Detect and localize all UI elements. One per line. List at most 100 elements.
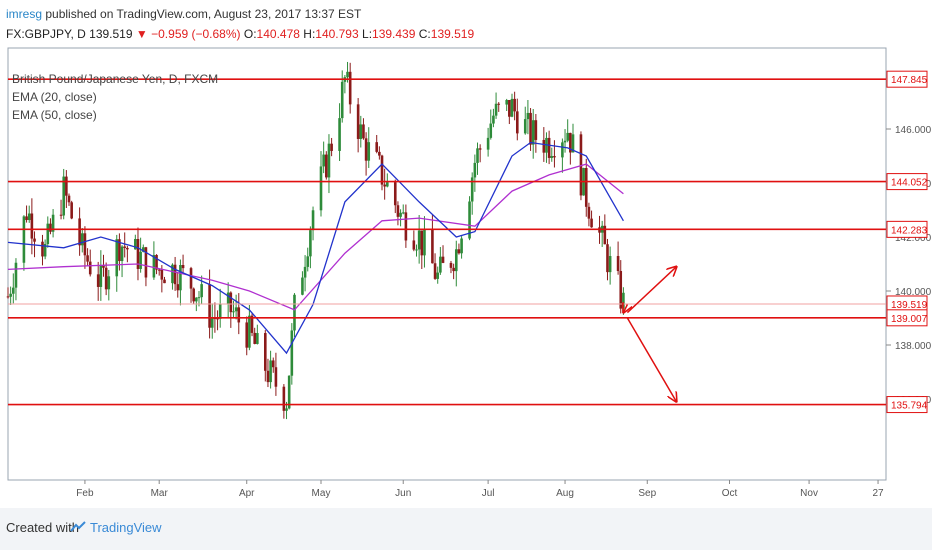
candle-body (232, 311, 235, 313)
candle-body (476, 148, 479, 163)
candle-body (171, 264, 174, 284)
candle-body (59, 214, 63, 216)
candle-body (189, 268, 193, 289)
projection-arrow (626, 267, 676, 314)
candle-body (141, 247, 145, 252)
y-tick-label: 140.000 (895, 287, 932, 298)
candle-body (200, 284, 203, 298)
candle-body (229, 292, 233, 313)
x-tick-label: Nov (800, 488, 818, 499)
candle-body (619, 271, 623, 309)
candle-body (115, 239, 119, 277)
candle-body (86, 255, 89, 262)
candle-body (46, 223, 50, 245)
candle-body (346, 71, 349, 78)
candle-body (78, 218, 81, 246)
x-tick-label: Feb (76, 488, 94, 499)
candle-body (250, 315, 254, 333)
candle-body (136, 238, 140, 269)
candle-body (423, 229, 426, 256)
x-tick-label: Aug (556, 488, 574, 499)
symbol-line: FX:GBPJPY, D 139.519 ▼ −0.959 (−0.68%) O… (6, 27, 474, 41)
candle-body (486, 137, 490, 150)
candle-body (208, 284, 211, 328)
candle-body (41, 241, 44, 257)
candle-body (152, 254, 156, 278)
price-label: 139.007 (891, 314, 928, 325)
candle-body (290, 330, 294, 376)
candle-body (311, 210, 315, 231)
candle-body (226, 292, 230, 304)
candle-body (431, 229, 434, 264)
x-tick-label: Oct (722, 488, 738, 499)
price-label: 139.519 (891, 300, 928, 311)
candle-body (340, 81, 344, 119)
tradingview-logo-icon (70, 521, 86, 532)
candle-body (271, 360, 275, 368)
candle-body (375, 142, 379, 152)
candle-body (608, 256, 612, 273)
candle-body (176, 284, 180, 291)
candle-body (160, 269, 164, 280)
candle-body (531, 120, 535, 145)
price-chart[interactable]: 146.000144.000142.000140.000138.000136.0… (0, 0, 932, 508)
candle-body (526, 112, 530, 120)
candle-body (282, 386, 286, 411)
price-label-box (886, 70, 928, 88)
candle-body (510, 98, 514, 117)
candle-body (449, 262, 453, 268)
price-label: 147.845 (891, 75, 928, 86)
candle-body (25, 216, 28, 221)
candle-body (401, 212, 405, 214)
candle-body (285, 408, 288, 411)
tradingview-brand[interactable]: TradingView (90, 520, 162, 535)
candle-body (88, 261, 92, 275)
candle-body (195, 297, 198, 302)
candle-body (383, 184, 386, 187)
candle-body (417, 230, 421, 250)
chart-legend: British Pound/Japanese Yen, D, FXCM EMA … (12, 70, 218, 124)
candle-body (123, 246, 127, 248)
candle-body (22, 216, 26, 263)
candle-body (325, 154, 328, 178)
candle-body (9, 293, 12, 297)
candle-body (396, 205, 400, 217)
x-tick-label: Sep (638, 488, 656, 499)
candle-body (245, 322, 249, 348)
candle-body (179, 264, 182, 291)
projection-arrow (623, 305, 627, 313)
open-label: O: (243, 27, 257, 41)
candle-body (263, 333, 267, 371)
publisher-username[interactable]: imresg (6, 7, 43, 21)
ema50-legend[interactable]: EMA (50, close) (12, 108, 97, 122)
candle-body (547, 137, 551, 158)
candle-body (478, 148, 482, 150)
candle-body (33, 238, 36, 242)
candle-body (492, 115, 495, 124)
candle-body (293, 294, 296, 331)
ema20-legend[interactable]: EMA (20, close) (12, 90, 97, 104)
open-value: 140.478 (256, 27, 300, 41)
publish-info: published on TradingView.com, August 23,… (42, 7, 362, 21)
candle-body (157, 269, 161, 271)
candle-body (566, 132, 569, 141)
candle-body (197, 297, 201, 299)
candle-body (6, 296, 10, 298)
candle-body (192, 288, 195, 302)
candle-body (266, 370, 270, 383)
candle-body (62, 176, 66, 216)
candle-body (497, 103, 501, 105)
candle-body (529, 112, 532, 145)
candle-body (603, 225, 607, 245)
candle-body (99, 265, 103, 287)
candle-body (14, 262, 18, 288)
candle-body (102, 265, 105, 268)
candle-body (237, 307, 241, 323)
candle-body (104, 267, 108, 290)
candle-body (49, 223, 52, 232)
candle-body (348, 71, 352, 105)
candle-body (561, 142, 564, 158)
candle-body (155, 254, 158, 270)
candle-body (542, 139, 546, 153)
candle-body (96, 274, 100, 287)
